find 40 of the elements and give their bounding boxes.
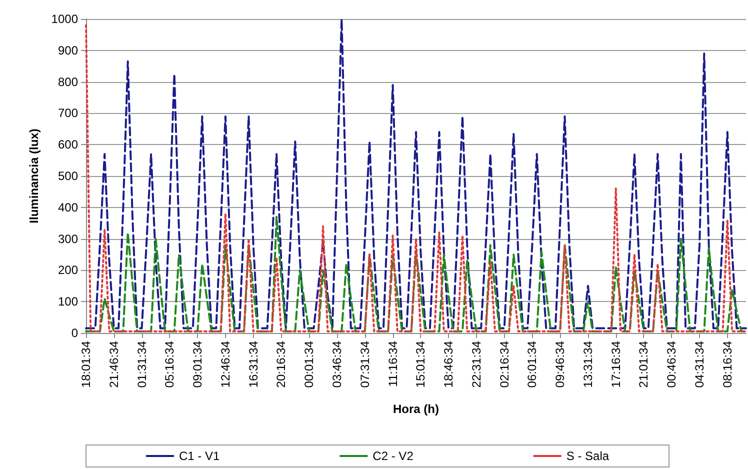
y-tick-label: 400: [58, 200, 78, 214]
x-tick-label: 17:16:34: [608, 340, 623, 388]
x-tick-label: 21:01:34: [636, 340, 651, 388]
y-axis-title: Iluminancia (lux): [27, 128, 41, 224]
legend-label: C1 - V1: [179, 449, 220, 463]
x-tick-label: 00:01:34: [302, 340, 316, 388]
x-tick-label: 00:46:34: [664, 340, 679, 388]
y-tick-label: 800: [58, 74, 78, 89]
y-tick-label: 0: [71, 326, 78, 340]
x-tick-label: 06:01:34: [525, 340, 540, 388]
x-tick-label: 15:01:34: [414, 340, 428, 388]
x-tick-label: 12:46:34: [218, 340, 232, 388]
y-tick-label: 300: [58, 232, 78, 246]
x-tick-label: 20:16:34: [274, 340, 288, 388]
y-tick-label: 900: [58, 43, 78, 58]
y-tick-label: 200: [58, 263, 78, 278]
x-tick-label: 01:31:34: [134, 340, 149, 388]
y-tick-label: 600: [58, 138, 78, 152]
x-tick-label: 05:16:34: [162, 340, 177, 388]
legend-label: C2 - V2: [372, 449, 414, 463]
x-tick-label: 16:31:34: [246, 340, 260, 388]
x-tick-label: 13:31:34: [580, 340, 595, 388]
y-tick-label: 100: [58, 294, 78, 309]
x-tick-label: 18:46:34: [442, 340, 456, 388]
x-tick-label: 18:01:34: [79, 340, 93, 388]
x-tick-label: 04:31:34: [692, 340, 707, 388]
x-tick-label: 22:31:34: [469, 340, 484, 388]
x-tick-label: 21:46:34: [106, 340, 121, 388]
y-tick-label: 500: [58, 169, 78, 183]
y-tick-label: 1000: [51, 12, 78, 26]
x-tick-label: 02:16:34: [497, 340, 512, 388]
x-tick-label: 07:31:34: [358, 340, 372, 388]
x-tick-label: 11:16:34: [386, 340, 400, 387]
x-tick-label: 03:46:34: [330, 340, 344, 388]
x-tick-label: 08:16:34: [720, 340, 734, 388]
x-tick-label: 09:46:34: [553, 340, 568, 388]
x-axis-title: Hora (h): [393, 402, 439, 416]
x-tick-label: 09:01:34: [190, 340, 205, 388]
legend-label: S - Sala: [566, 449, 610, 463]
y-tick-label: 700: [58, 106, 78, 120]
